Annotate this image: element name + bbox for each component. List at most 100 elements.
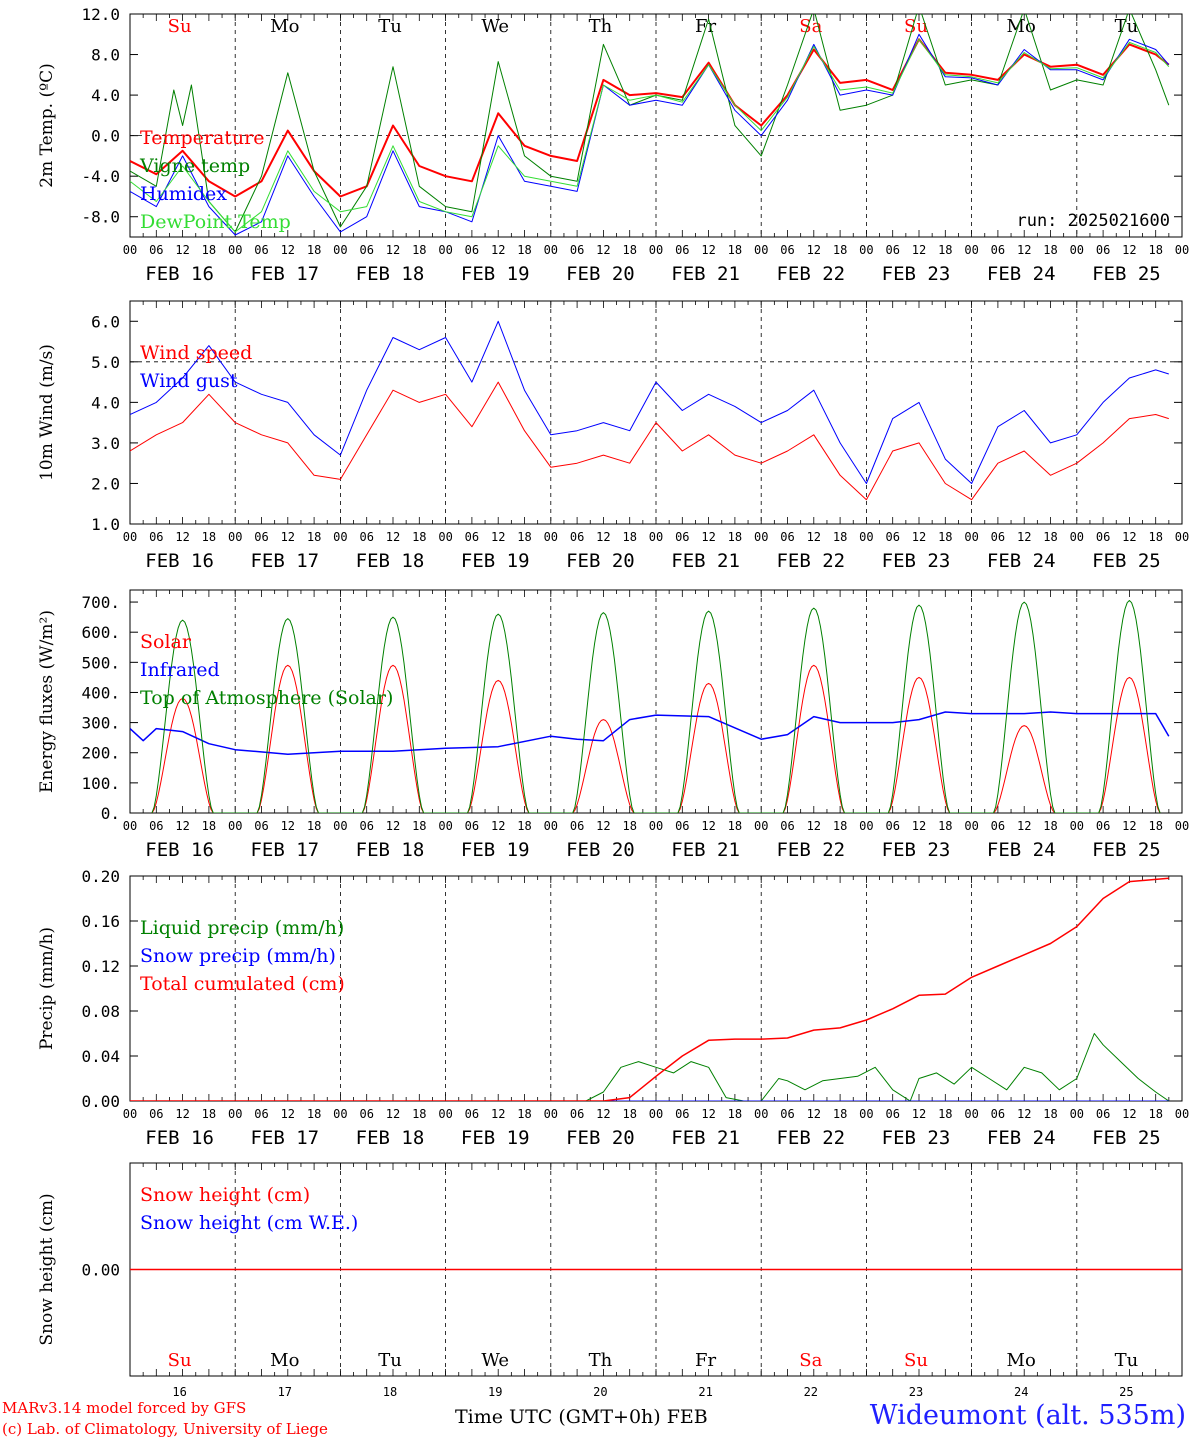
hour-tick-label: 00	[228, 243, 242, 257]
date-label: FEB 25	[1092, 839, 1161, 861]
hour-tick-label: 12	[386, 1107, 400, 1121]
legend-entry: Wind gust	[140, 370, 238, 392]
weekday-label: Th	[589, 1350, 613, 1371]
date-label: FEB 24	[987, 550, 1056, 572]
hour-tick-label: 06	[359, 819, 373, 833]
legend-entry: Total cumulated (cm)	[140, 973, 345, 995]
hour-tick-label: 12	[175, 243, 189, 257]
hour-tick-label: 18	[622, 819, 636, 833]
hour-tick-label: 06	[570, 530, 584, 544]
hour-tick-label: 00	[964, 530, 978, 544]
y-tick-label: 3.0	[91, 434, 120, 453]
y-tick-label: 12.0	[81, 5, 120, 24]
hour-tick-label: 12	[386, 530, 400, 544]
date-label: FEB 23	[882, 839, 951, 861]
weekday-label: We	[481, 16, 509, 37]
hour-tick-label: 06	[780, 530, 794, 544]
hour-tick-label: 06	[885, 819, 899, 833]
y-tick-label: 500.	[81, 653, 120, 672]
legend-entry: Infrared	[140, 659, 220, 681]
weekday-label: Su	[168, 16, 192, 37]
date-label: FEB 23	[882, 263, 951, 285]
hour-tick-label: 00	[649, 819, 663, 833]
hour-tick-label: 18	[412, 243, 426, 257]
y-axis-label: 10m Wind (m/s)	[37, 344, 57, 481]
hour-tick-label: 00	[754, 530, 768, 544]
hour-tick-label: 00	[123, 243, 137, 257]
hour-tick-label: 00	[333, 1107, 347, 1121]
date-label: FEB 19	[461, 263, 530, 285]
date-label: FEB 20	[566, 263, 635, 285]
y-tick-label: -8.0	[81, 208, 120, 227]
date-label: FEB 25	[1092, 263, 1161, 285]
hour-tick-label: 00	[1175, 819, 1189, 833]
series-line	[130, 14, 1170, 233]
date-label: FEB 16	[145, 263, 214, 285]
hour-tick-label: 18	[307, 243, 321, 257]
hour-tick-label: 12	[912, 1107, 926, 1121]
hour-tick-label: 06	[149, 243, 163, 257]
hour-tick-label: 06	[254, 1107, 268, 1121]
date-label: FEB 21	[671, 1127, 740, 1149]
date-label: FEB 24	[987, 839, 1056, 861]
y-axis-label: Energy fluxes (W/m²)	[37, 610, 57, 793]
hour-tick-label: 12	[1017, 243, 1031, 257]
hour-tick-label: 18	[202, 1107, 216, 1121]
day-number-label: 25	[1119, 1385, 1133, 1399]
hour-tick-label: 18	[1043, 1107, 1057, 1121]
hour-tick-label: 00	[1070, 819, 1084, 833]
date-label: FEB 22	[776, 263, 845, 285]
hour-tick-label: 18	[622, 243, 636, 257]
hour-tick-label: 06	[465, 1107, 479, 1121]
y-tick-label: 300.	[81, 714, 120, 733]
hour-tick-label: 06	[675, 1107, 689, 1121]
series-line	[130, 38, 1170, 233]
hour-tick-label: 00	[964, 819, 978, 833]
legend-entry: Humidex	[140, 183, 227, 205]
hour-tick-label: 18	[1148, 530, 1162, 544]
hour-tick-label: 12	[701, 243, 715, 257]
hour-tick-label: 18	[307, 1107, 321, 1121]
hour-tick-label: 06	[780, 243, 794, 257]
hour-tick-label: 00	[1175, 243, 1189, 257]
date-label: FEB 24	[987, 1127, 1056, 1149]
x-axis-label: Time UTC (GMT+0h) FEB	[455, 1406, 708, 1428]
hour-tick-label: 00	[1070, 1107, 1084, 1121]
hour-tick-label: 18	[517, 243, 531, 257]
hour-tick-label: 12	[596, 819, 610, 833]
hour-tick-label: 06	[465, 243, 479, 257]
hour-tick-label: 12	[1122, 1107, 1136, 1121]
hour-tick-label: 06	[675, 530, 689, 544]
hour-tick-label: 06	[675, 243, 689, 257]
y-tick-label: 6.0	[91, 312, 120, 331]
hour-tick-label: 18	[833, 1107, 847, 1121]
hour-tick-label: 00	[333, 530, 347, 544]
hour-tick-label: 18	[938, 819, 952, 833]
y-tick-label: 0.00	[81, 1092, 120, 1111]
hour-tick-label: 12	[175, 1107, 189, 1121]
weekday-label: Tu	[378, 16, 402, 37]
legend-entry: Vigne temp	[139, 155, 250, 177]
hour-tick-label: 12	[596, 1107, 610, 1121]
day-number-label: 22	[804, 1385, 818, 1399]
run-annotation: run: 2025021600	[1016, 211, 1170, 231]
series-line	[151, 600, 1161, 813]
y-tick-label: 0.	[101, 804, 120, 823]
day-number-label: 18	[383, 1385, 397, 1399]
y-tick-label: 0.16	[81, 912, 120, 931]
hour-tick-label: 18	[1043, 243, 1057, 257]
hour-tick-label: 12	[701, 819, 715, 833]
legend-entry: Solar	[140, 631, 192, 653]
weekday-label: Sa	[799, 16, 822, 37]
hour-tick-label: 06	[149, 530, 163, 544]
weekday-label: Su	[904, 16, 928, 37]
y-axis-label: Snow height (cm)	[37, 1193, 57, 1345]
hour-tick-label: 06	[254, 243, 268, 257]
date-label: FEB 18	[356, 839, 425, 861]
hour-tick-label: 00	[649, 530, 663, 544]
date-label: FEB 18	[356, 1127, 425, 1149]
hour-tick-label: 18	[202, 819, 216, 833]
hour-tick-label: 06	[1096, 819, 1110, 833]
hour-tick-label: 06	[780, 1107, 794, 1121]
series-line	[151, 664, 1161, 813]
